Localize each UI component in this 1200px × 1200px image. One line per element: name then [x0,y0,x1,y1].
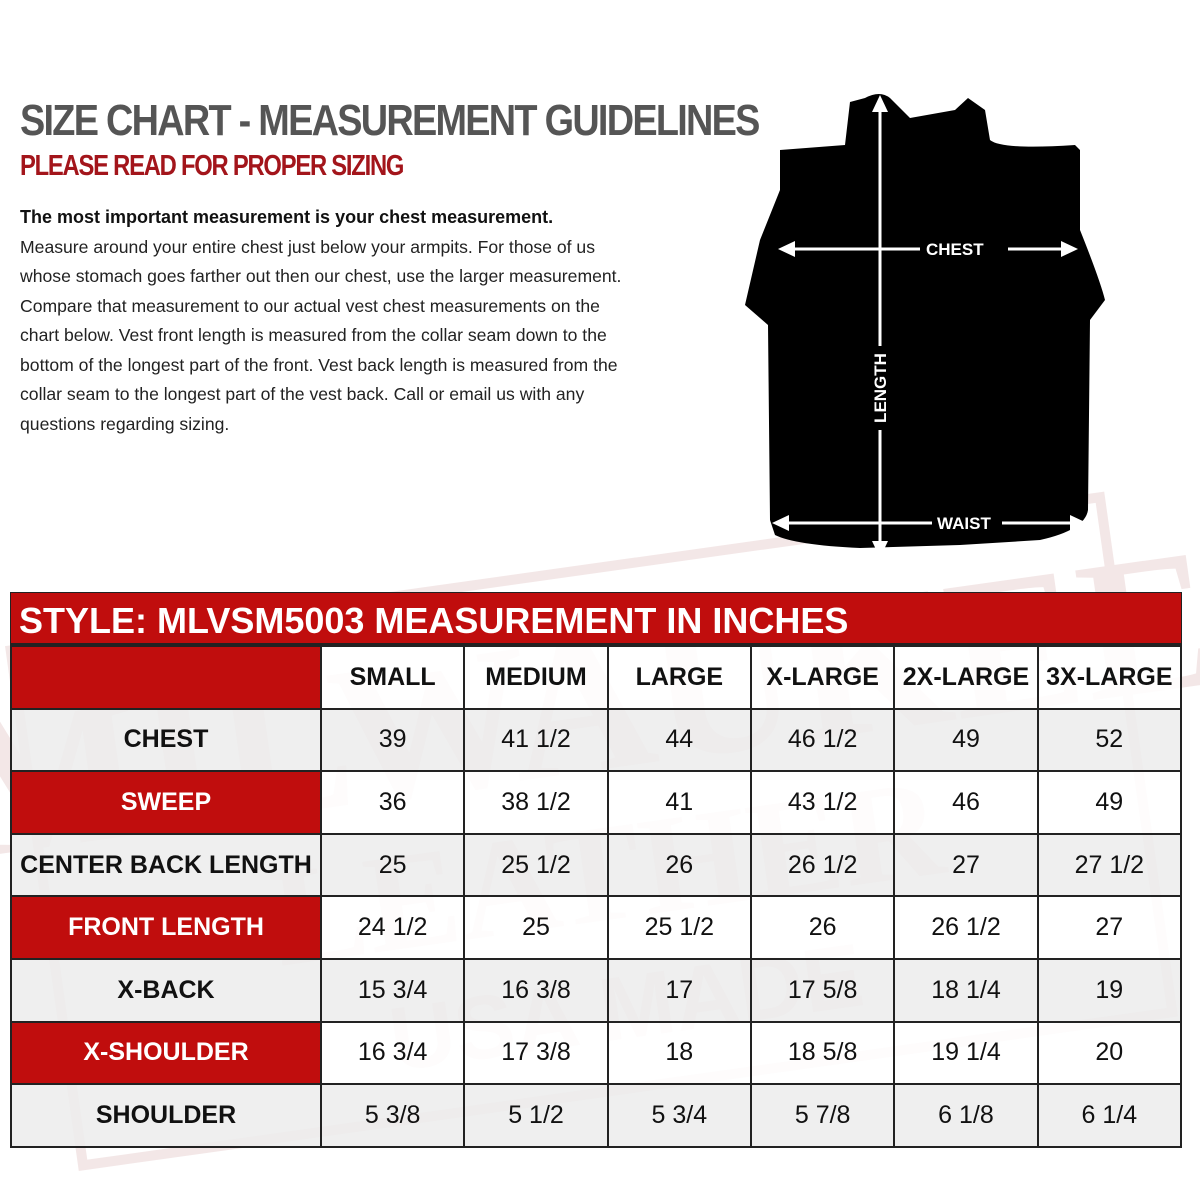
sizing-instructions: The most important measurement is your c… [20,203,640,439]
measurement-cell: 19 [1036,957,1183,1023]
measurement-cell: 19 1/4 [893,1020,1039,1086]
measurement-cell: 26 [749,895,896,960]
row-label: X-BACK [10,957,322,1023]
row-label: SHOULDER [10,1083,322,1148]
row-label: SWEEP [10,770,322,835]
column-header: X-LARGE [749,645,896,710]
measurement-cell: 25 1/2 [606,895,752,960]
length-label: LENGTH [871,353,890,423]
measurement-cell: 18 5/8 [749,1020,896,1086]
page-title: SIZE CHART - MEASUREMENT GUIDELINES [20,96,760,145]
measurement-cell: 5 3/4 [606,1083,752,1148]
measurement-cell: 49 [893,707,1039,773]
measurement-cell: 43 1/2 [749,770,896,835]
waist-label: WAIST [937,514,991,533]
measurement-cell: 18 1/4 [893,957,1039,1023]
chest-label: CHEST [926,240,984,259]
table-row: SWEEP 36 38 1/2 41 43 1/2 46 49 [10,770,1183,835]
row-label: FRONT LENGTH [10,895,322,960]
measurement-cell: 20 [1036,1020,1183,1086]
table-row: X-BACK 15 3/4 16 3/8 17 17 5/8 18 1/4 19 [10,957,1183,1023]
measurement-cell: 38 1/2 [463,770,609,835]
measurement-cell: 26 1/2 [749,832,896,898]
size-chart-table: STYLE: MLVSM5003 MEASUREMENT IN INCHES S… [10,592,1183,1148]
measurement-cell: 5 3/8 [319,1083,466,1148]
table-row: CHEST 39 41 1/2 44 46 1/2 49 52 [10,707,1183,773]
intro-body: Measure around your entire chest just be… [20,236,622,434]
measurement-cell: 15 3/4 [319,957,466,1023]
table-row: X-SHOULDER 16 3/4 17 3/8 18 18 5/8 19 1/4 20 [10,1020,1183,1086]
measurement-cell: 17 5/8 [749,957,896,1023]
column-header: 2X-LARGE [893,645,1039,710]
measurement-cell: 26 1/2 [893,895,1039,960]
measurement-cell: 27 [893,832,1039,898]
measurement-cell: 39 [319,707,466,773]
measurement-cell: 36 [319,770,466,835]
measurement-cell: 41 1/2 [463,707,609,773]
corner-cell [10,645,322,710]
measurement-cell: 25 [463,895,609,960]
measurement-cell: 46 1/2 [749,707,896,773]
measurement-cell: 41 [606,770,752,835]
measurement-cell: 16 3/4 [319,1020,466,1086]
column-header: LARGE [606,645,752,710]
page-subtitle: PLEASE READ FOR PROPER SIZING [20,150,404,182]
measurement-cell: 24 1/2 [319,895,466,960]
table-title: STYLE: MLVSM5003 MEASUREMENT IN INCHES [10,592,1182,645]
column-header: SMALL [319,645,466,710]
measurement-cell: 5 1/2 [463,1083,609,1148]
measurement-cell: 49 [1036,770,1183,835]
measurement-cell: 25 [319,832,466,898]
column-header: MEDIUM [463,645,609,710]
measurement-cell: 6 1/4 [1036,1083,1183,1148]
table-header-row: SMALL MEDIUM LARGE X-LARGE 2X-LARGE 3X-L… [10,645,1183,710]
intro-bold: The most important measurement is your c… [20,207,554,227]
measurement-cell: 27 1/2 [1036,832,1183,898]
measurement-cell: 17 3/8 [463,1020,609,1086]
column-header: 3X-LARGE [1036,645,1183,710]
measurement-cell: 25 1/2 [463,832,609,898]
measurement-cell: 46 [893,770,1039,835]
row-label: CHEST [10,707,322,773]
table-row: FRONT LENGTH 24 1/2 25 25 1/2 26 26 1/2 27 [10,895,1183,960]
measurement-cell: 44 [606,707,752,773]
measurement-cell: 17 [606,957,752,1023]
measurement-cell: 18 [606,1020,752,1086]
measurement-cell: 6 1/8 [893,1083,1039,1148]
vest-diagram: CHEST WAIST LENGTH [745,94,1105,558]
table-row: SHOULDER 5 3/8 5 1/2 5 3/4 5 7/8 6 1/8 6 1/4 [10,1083,1183,1148]
measurement-cell: 27 [1036,895,1183,960]
measurement-cell: 26 [606,832,752,898]
measurement-cell: 5 7/8 [749,1083,896,1148]
vest-silhouette [745,94,1105,548]
row-label: X-SHOULDER [10,1020,322,1086]
table-row: CENTER BACK LENGTH 25 25 1/2 26 26 1/2 27 27 1… [10,832,1183,898]
measurement-cell: 16 3/8 [463,957,609,1023]
row-label: CENTER BACK LENGTH [10,832,322,898]
measurement-cell: 52 [1036,707,1183,773]
